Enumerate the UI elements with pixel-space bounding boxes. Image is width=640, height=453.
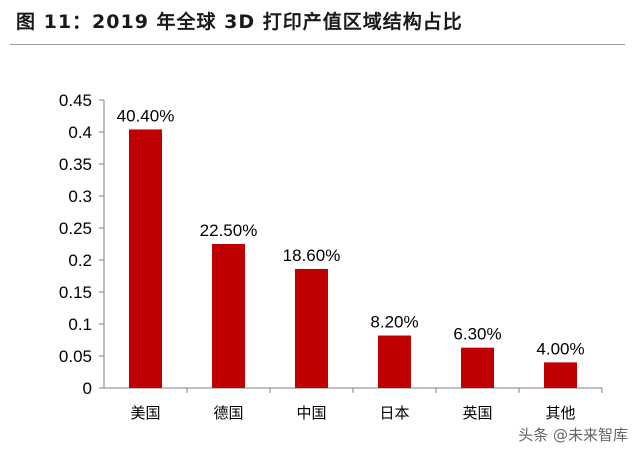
- y-tick-label: 0.15: [59, 283, 92, 302]
- x-labels-group: 美国 德国 中国 日本 英国 其他: [130, 404, 575, 422]
- y-tick-label: 0.35: [59, 155, 92, 174]
- x-tick-label-3: 日本: [379, 404, 409, 422]
- y-tick-label: 0.45: [59, 91, 92, 110]
- y-tick-label: 0.2: [68, 251, 92, 270]
- axes-group: [103, 100, 603, 393]
- data-label-2: 18.60%: [283, 246, 341, 265]
- x-tick-label-4: 英国: [462, 404, 492, 422]
- chart-title: 图 11：2019 年全球 3D 打印产值区域结构占比: [16, 11, 463, 33]
- bars-group: [129, 129, 577, 388]
- y-tick-label: 0.25: [59, 219, 92, 238]
- data-labels-group: 40.40% 22.50% 18.60% 8.20% 6.30% 4.00%: [117, 106, 585, 358]
- bar-3: [378, 335, 411, 388]
- x-tick-label-0: 美国: [130, 404, 160, 422]
- bar-4: [461, 347, 494, 388]
- y-tick-label: 0.05: [59, 347, 92, 366]
- x-tick-label-1: 德国: [213, 404, 243, 422]
- bar-0: [129, 129, 162, 388]
- title-divider: [10, 44, 625, 45]
- bar-2: [295, 268, 328, 388]
- bar-5: [544, 362, 577, 388]
- data-label-4: 6.30%: [453, 325, 501, 344]
- y-ticks-group: 0 0.05 0.1 0.15 0.2 0.25 0.3 0.35 0.4 0.45: [59, 91, 104, 398]
- data-label-0: 40.40%: [117, 106, 175, 125]
- data-label-3: 8.20%: [370, 313, 418, 332]
- y-tick-label: 0.1: [68, 315, 92, 334]
- y-tick-label: 0.4: [68, 123, 92, 142]
- data-label-1: 22.50%: [200, 221, 258, 240]
- bar-1: [212, 244, 245, 388]
- watermark: 头条 @未来智库: [518, 426, 628, 444]
- y-tick-label: 0: [83, 379, 92, 398]
- x-tick-label-5: 其他: [545, 404, 575, 422]
- x-tick-label-2: 中国: [296, 404, 326, 422]
- y-tick-label: 0.3: [68, 187, 92, 206]
- data-label-5: 4.00%: [536, 339, 584, 358]
